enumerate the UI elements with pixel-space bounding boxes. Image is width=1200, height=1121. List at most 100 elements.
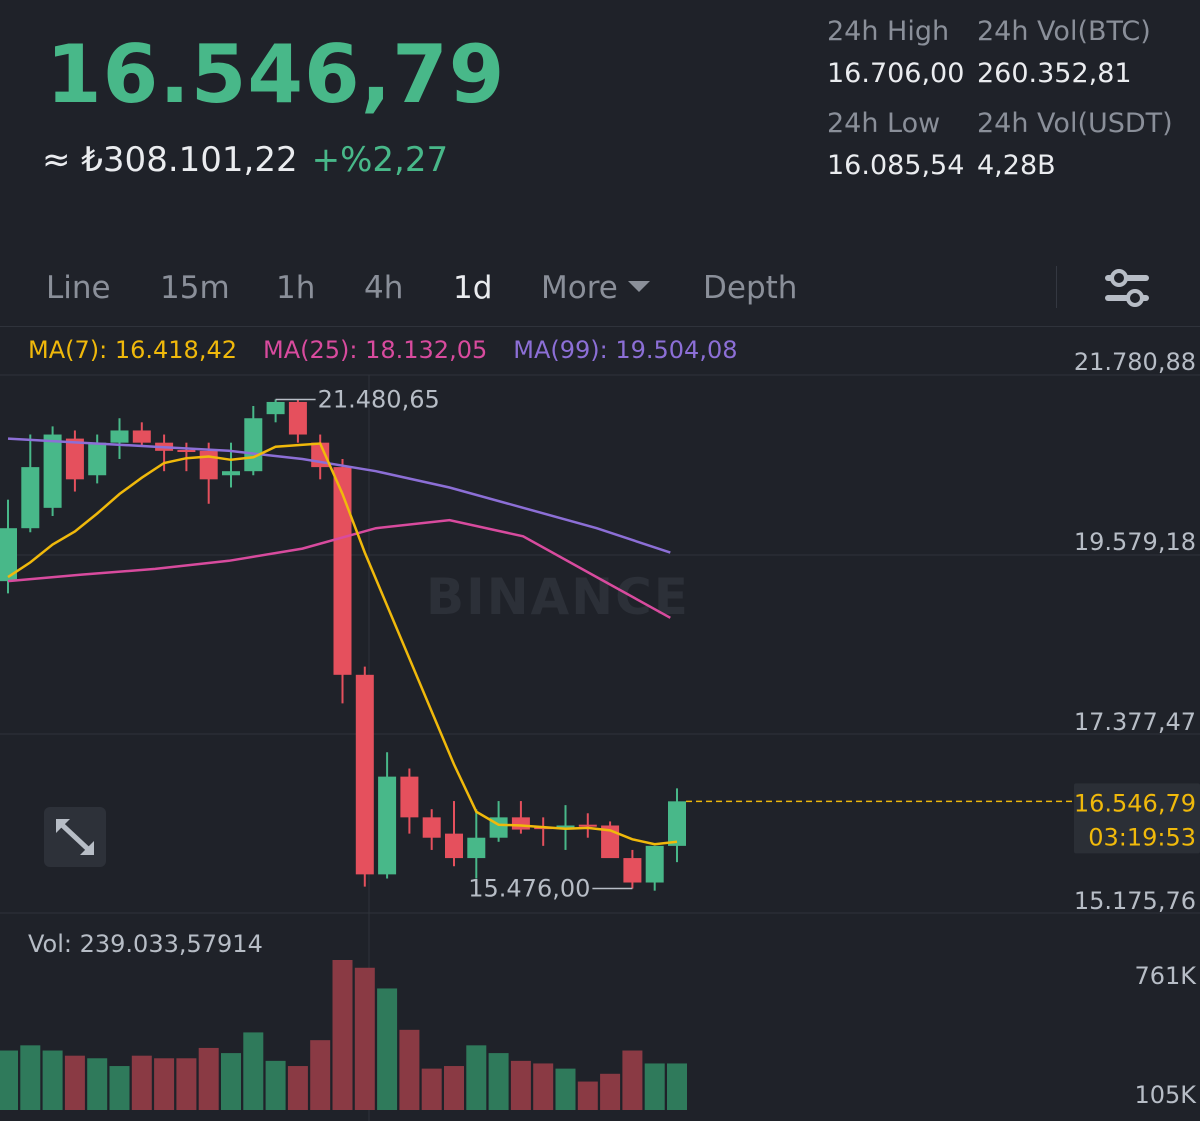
volume-bar bbox=[131, 1055, 152, 1110]
volume-bar bbox=[332, 960, 353, 1110]
candle-body bbox=[21, 467, 40, 529]
volume-bar bbox=[644, 1063, 665, 1110]
candle-body bbox=[645, 845, 664, 883]
low-label: 24h Low bbox=[827, 108, 941, 139]
low-marker-label: 15.476,00 bbox=[468, 875, 590, 903]
volume-bar bbox=[109, 1066, 130, 1110]
candle-body bbox=[378, 776, 397, 875]
candle-body bbox=[355, 674, 374, 875]
volume-bar bbox=[354, 967, 375, 1110]
volume-bar bbox=[577, 1081, 598, 1110]
price-axis-label: 15.175,76 bbox=[1074, 887, 1196, 915]
candle-body bbox=[288, 401, 307, 435]
candle-body bbox=[65, 438, 84, 480]
tab-1d[interactable]: 1d bbox=[453, 270, 493, 306]
candle-body bbox=[556, 825, 575, 829]
candlestick-chart[interactable]: 21.780,88 19.579,18 17.377,47 15.175,76 761K… bbox=[0, 330, 1200, 1121]
candle-body bbox=[110, 430, 129, 443]
ma7-label: MA(7): 16.418,42 bbox=[28, 336, 237, 364]
sliders-icon[interactable] bbox=[1103, 266, 1151, 310]
price-axis-label: 21.780,88 bbox=[1074, 348, 1196, 376]
candle-body bbox=[445, 833, 463, 859]
candle-body bbox=[43, 434, 62, 508]
candle-body bbox=[511, 817, 530, 830]
volume-bar bbox=[310, 1040, 331, 1110]
volume-bar bbox=[154, 1058, 175, 1110]
candle-body bbox=[222, 471, 240, 476]
tab-depth[interactable]: Depth bbox=[703, 270, 798, 306]
tab-1h[interactable]: 1h bbox=[276, 270, 316, 306]
tab-divider bbox=[1056, 266, 1057, 308]
high-value: 16.706,00 bbox=[827, 58, 965, 89]
volume-bar bbox=[667, 1063, 687, 1110]
countdown-label: 03:19:53 bbox=[1088, 823, 1196, 851]
volume-bar bbox=[0, 1050, 18, 1110]
volume-bar bbox=[466, 1045, 487, 1110]
ma99-label: MA(99): 19.504,08 bbox=[513, 336, 738, 364]
caret-down-icon bbox=[627, 281, 650, 292]
candle-body bbox=[177, 450, 196, 453]
candle-body bbox=[422, 817, 441, 838]
candle-body bbox=[132, 430, 151, 443]
candle-body bbox=[244, 418, 263, 472]
current-price-tag bbox=[1074, 783, 1200, 854]
ticker-header: 16.546,79 ≈ ₺308.101,22 +%2,27 24h High 1… bbox=[0, 0, 1200, 250]
tabs-divider bbox=[0, 326, 1200, 327]
volume-bar bbox=[20, 1045, 41, 1110]
price-axis-label: 19.579,18 bbox=[1074, 528, 1196, 556]
tab-4h[interactable]: 4h bbox=[364, 270, 404, 306]
volume-bar bbox=[87, 1058, 108, 1110]
volume-bar bbox=[42, 1050, 63, 1110]
tab-line[interactable]: Line bbox=[46, 270, 111, 306]
vol-btc-label: 24h Vol(BTC) bbox=[977, 16, 1151, 47]
tab-more[interactable]: More bbox=[541, 270, 650, 306]
price-axis-label: 17.377,47 bbox=[1074, 708, 1196, 736]
volume-bar bbox=[444, 1066, 464, 1110]
volume-bar bbox=[377, 988, 398, 1110]
volume-bar bbox=[510, 1060, 531, 1110]
volume-bar bbox=[265, 1060, 286, 1110]
last-price: 16.546,79 bbox=[46, 28, 506, 121]
low-value: 16.085,54 bbox=[827, 150, 965, 181]
volume-axis-label: 761K bbox=[1134, 962, 1197, 990]
volume-bar bbox=[555, 1068, 576, 1110]
current-price-label: 16.546,79 bbox=[1074, 789, 1196, 817]
candle-body bbox=[578, 824, 597, 827]
candle-body bbox=[601, 825, 620, 859]
volume-bar bbox=[600, 1073, 621, 1110]
vol-btc-value: 260.352,81 bbox=[977, 58, 1132, 89]
volume-bar bbox=[221, 1053, 241, 1110]
fiat-price: ≈ ₺308.101,22 bbox=[42, 140, 298, 180]
vol-usdt-value: 4,28B bbox=[977, 150, 1056, 181]
ma25-line bbox=[7, 518, 671, 619]
high-marker-label: 21.480,65 bbox=[318, 385, 440, 413]
volume-label: Vol: 239.033,57914 bbox=[28, 930, 263, 958]
volume-bar bbox=[399, 1029, 420, 1110]
volume-bar bbox=[243, 1032, 264, 1110]
candle-body bbox=[623, 858, 642, 883]
high-label: 24h High bbox=[827, 16, 950, 47]
watermark: BINANCE bbox=[426, 568, 690, 626]
candle-body bbox=[400, 776, 419, 818]
ma99-line bbox=[7, 437, 671, 554]
price-change: +%2,27 bbox=[311, 140, 449, 180]
volume-axis-label: 105K bbox=[1134, 1081, 1197, 1109]
volume-bar bbox=[533, 1063, 554, 1110]
volume-bar bbox=[64, 1055, 85, 1110]
volume-bar bbox=[198, 1047, 219, 1110]
ma-legend: MA(7): 16.418,42 MA(25): 18.132,05 MA(99):… bbox=[28, 336, 763, 364]
price-sub-row: ≈ ₺308.101,22 +%2,27 bbox=[42, 140, 448, 180]
candle-body bbox=[0, 528, 17, 582]
candle-body bbox=[266, 401, 285, 415]
ma25-label: MA(25): 18.132,05 bbox=[262, 336, 488, 364]
tab-more-label: More bbox=[541, 270, 618, 306]
candle-body bbox=[199, 450, 218, 480]
volume-bar bbox=[421, 1068, 442, 1110]
candle-body bbox=[88, 442, 107, 476]
expand-button[interactable] bbox=[44, 807, 106, 867]
ma7-line bbox=[7, 442, 678, 846]
expand-icon bbox=[56, 819, 94, 855]
tab-15m[interactable]: 15m bbox=[160, 270, 230, 306]
candle-body bbox=[668, 801, 686, 846]
volume-bar bbox=[488, 1053, 509, 1110]
